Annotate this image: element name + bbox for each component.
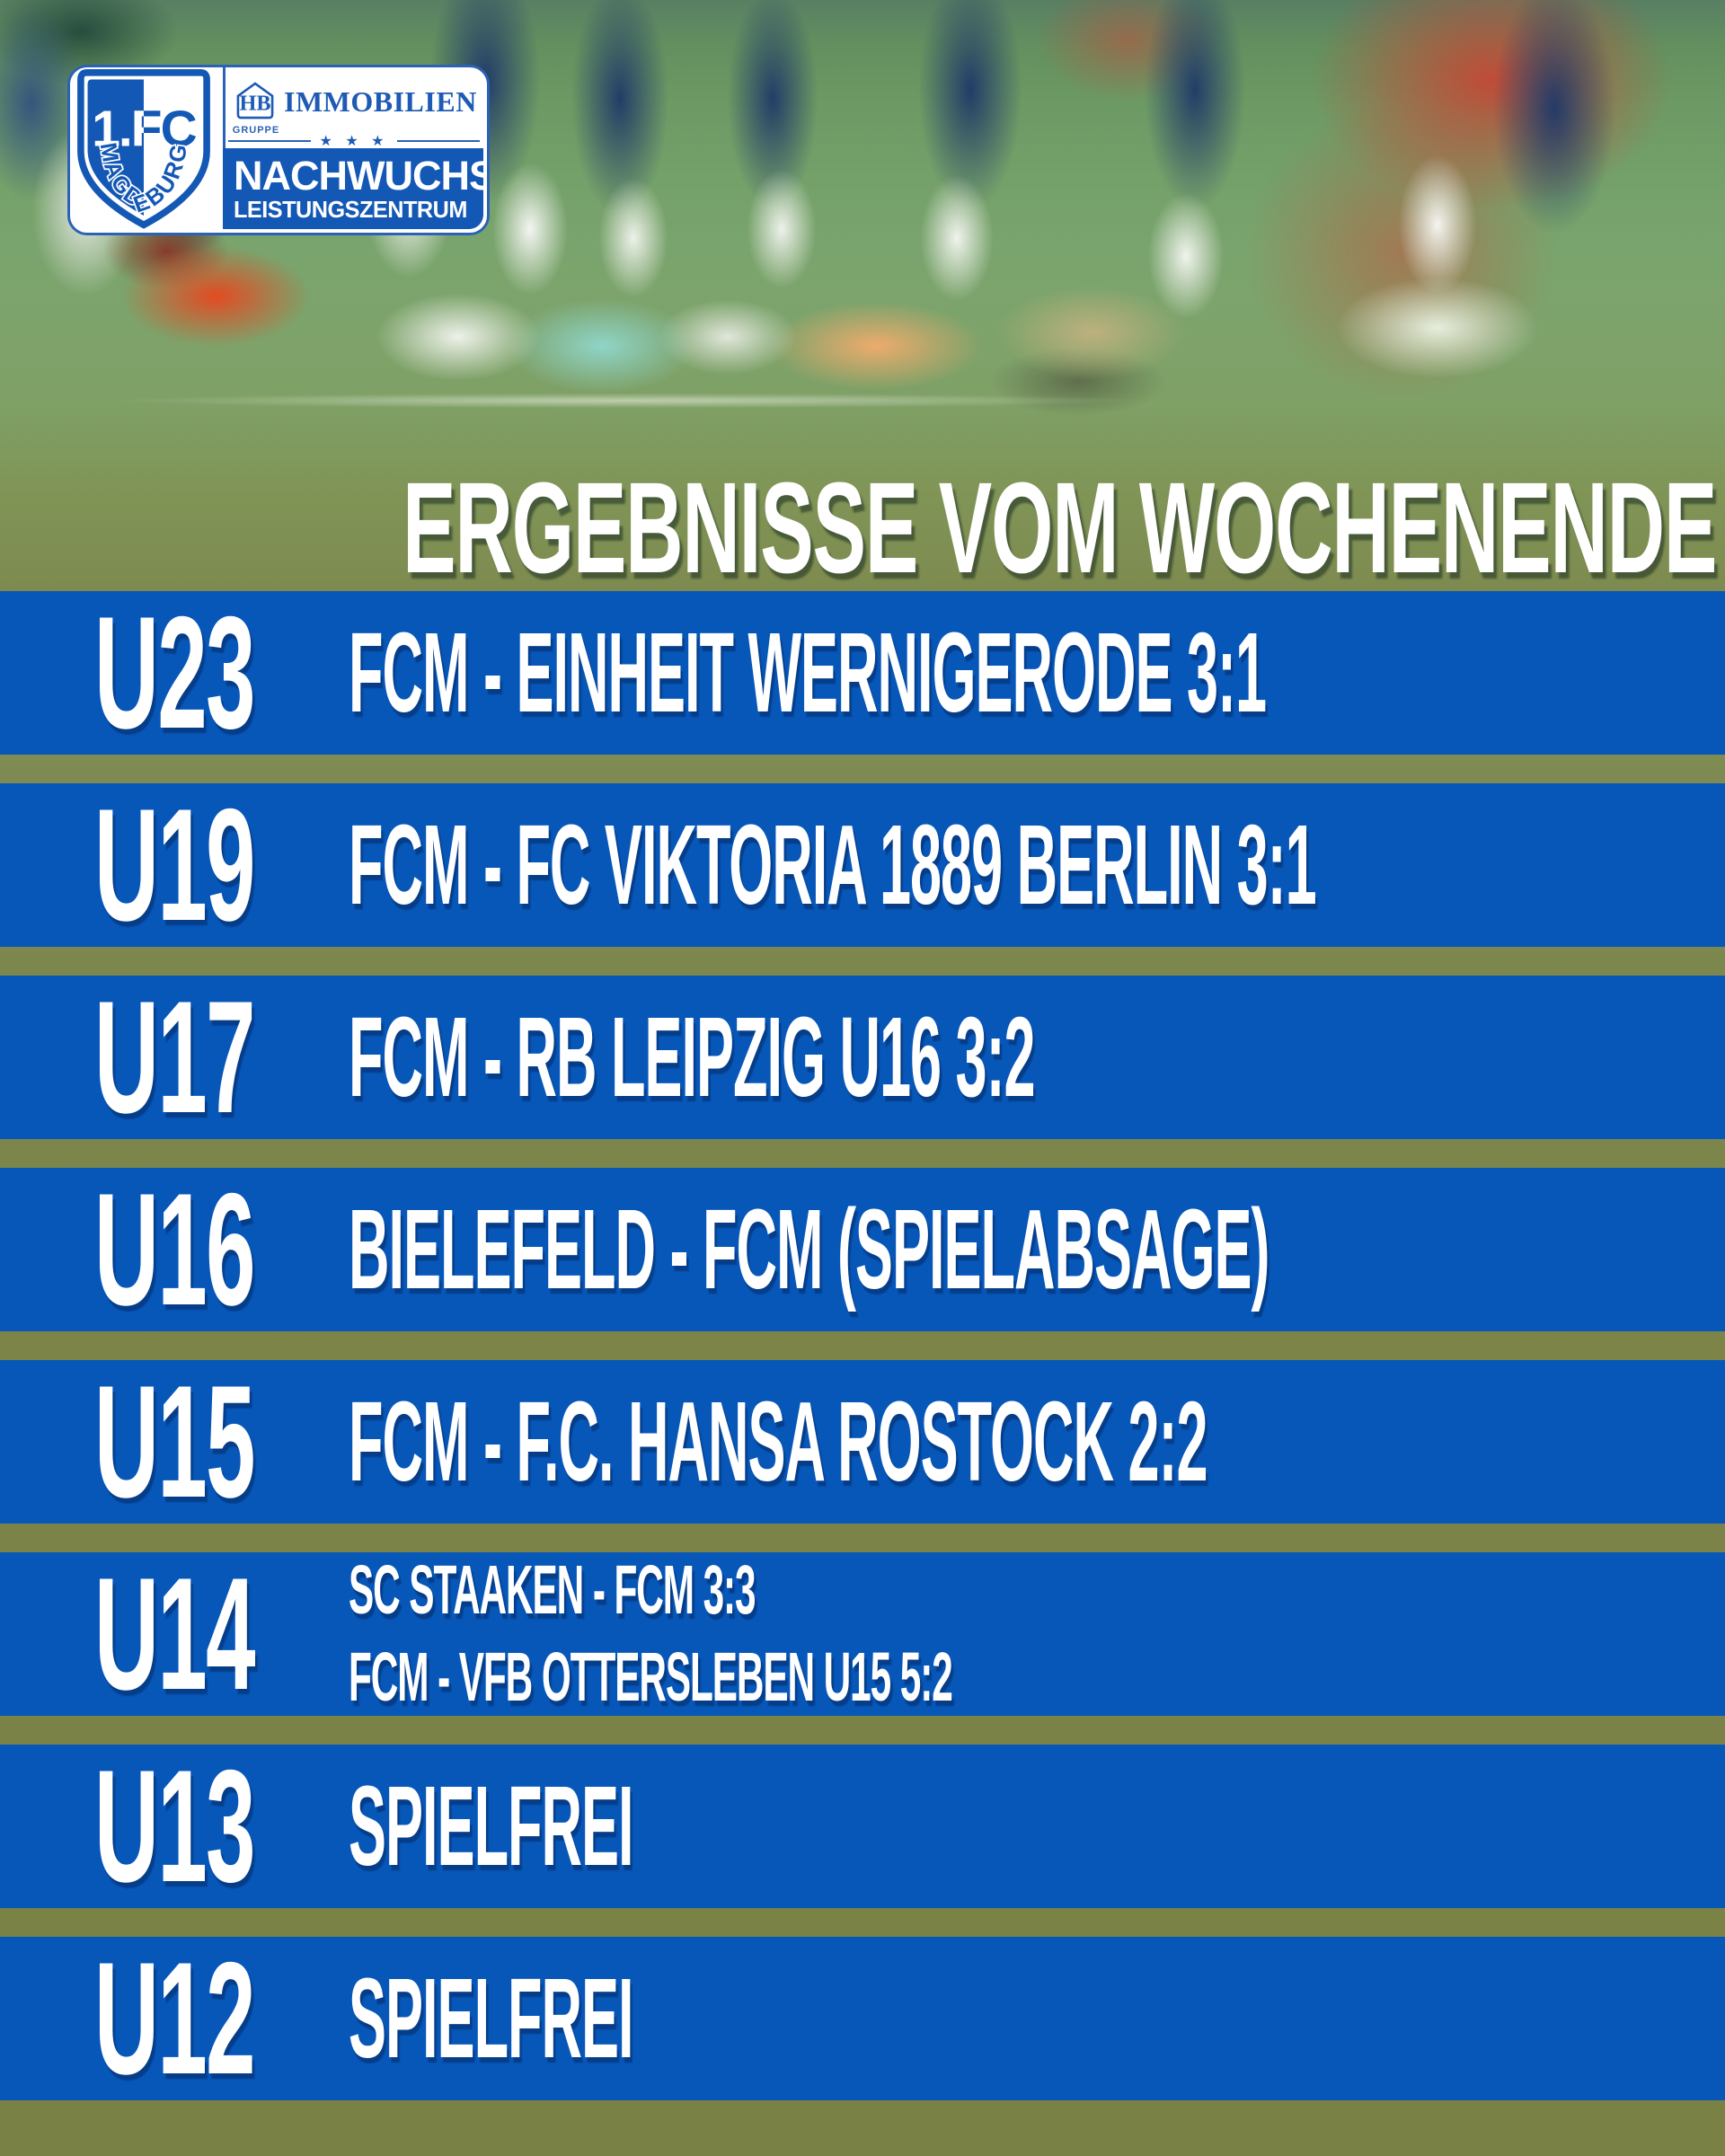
team-label: U23 (94, 583, 256, 762)
page-title-text: ERGEBNISSE VOM WOCHENENDE (402, 455, 1717, 600)
hb-monogram: HB (239, 91, 270, 115)
result-row-u14: U14 SC STAAKEN - FCM 3:3 FCM - VFB OTTER… (0, 1552, 1725, 1716)
result-text: FCM - EINHEIT WERNIGERODE 3:1 (349, 609, 1267, 736)
sponsor-group-label: GRUPPE (232, 125, 280, 136)
stars-divider: ★ ★ ★ (228, 132, 481, 150)
sponsor-block: HB GRUPPE IMMOBILIEN ★ ★ ★ (228, 76, 482, 150)
result-row-u15: U15 FCM - F.C. HANSA ROSTOCK 2:2 (0, 1360, 1725, 1524)
page-title: ERGEBNISSE VOM WOCHENENDE (0, 464, 1725, 593)
sponsor-name: IMMOBILIEN (284, 85, 477, 118)
result-row-u23: U23 FCM - EINHEIT WERNIGERODE 3:1 (0, 591, 1725, 755)
academy-line2: LEISTUNGSZENTRUM (234, 196, 467, 224)
hb-house-icon: HB (236, 82, 274, 119)
result-row-u16: U16 BIELEFELD - FCM (SPIELABSAGE) (0, 1168, 1725, 1331)
result-text: FCM - RB LEIPZIG U16 3:2 (349, 994, 1036, 1120)
three-stars: ★ ★ ★ (319, 134, 389, 149)
result-text: SPIELFREI (349, 1955, 634, 2081)
result-row-u13: U13 SPIELFREI (0, 1745, 1725, 1908)
result-text: FCM - FC VIKTORIA 1889 BERLIN 3:1 (349, 801, 1317, 928)
result-row-u19: U19 FCM - FC VIKTORIA 1889 BERLIN 3:1 (0, 783, 1725, 947)
result-text: BIELEFELD - FCM (SPIELABSAGE) (349, 1186, 1270, 1312)
team-label: U15 (94, 1352, 256, 1531)
team-label: U14 (94, 1544, 256, 1723)
rule-right (397, 140, 481, 142)
result-text: FCM - F.C. HANSA ROSTOCK 2:2 (349, 1378, 1208, 1505)
team-label: U16 (94, 1160, 256, 1339)
club-badge: 1.FC 1.FC MAGDEBURG HB GRUPPE IMMOBILIEN… (67, 65, 490, 235)
team-label: U17 (94, 968, 256, 1146)
rule-left (228, 140, 311, 142)
result-row-u17: U17 FCM - RB LEIPZIG U16 3:2 (0, 976, 1725, 1139)
crest-club-number-left: 1.FC (92, 101, 196, 157)
result-row-u12: U12 SPIELFREI (0, 1937, 1725, 2100)
academy-line1: NACHWUCHS (234, 153, 483, 199)
badge-divider (223, 67, 226, 150)
academy-block: NACHWUCHS LEISTUNGSZENTRUM (223, 148, 483, 229)
team-label: U19 (94, 775, 256, 954)
team-label: U12 (94, 1929, 256, 2107)
team-label: U13 (94, 1736, 256, 1915)
fcm-crest: 1.FC 1.FC MAGDEBURG (72, 69, 216, 231)
result-text: SC STAAKEN - FCM 3:3 FCM - VFB OTTERSLEB… (349, 1551, 953, 1716)
result-text: SPIELFREI (349, 1763, 634, 1889)
crest-club-number-right: 1.FC (92, 101, 196, 157)
